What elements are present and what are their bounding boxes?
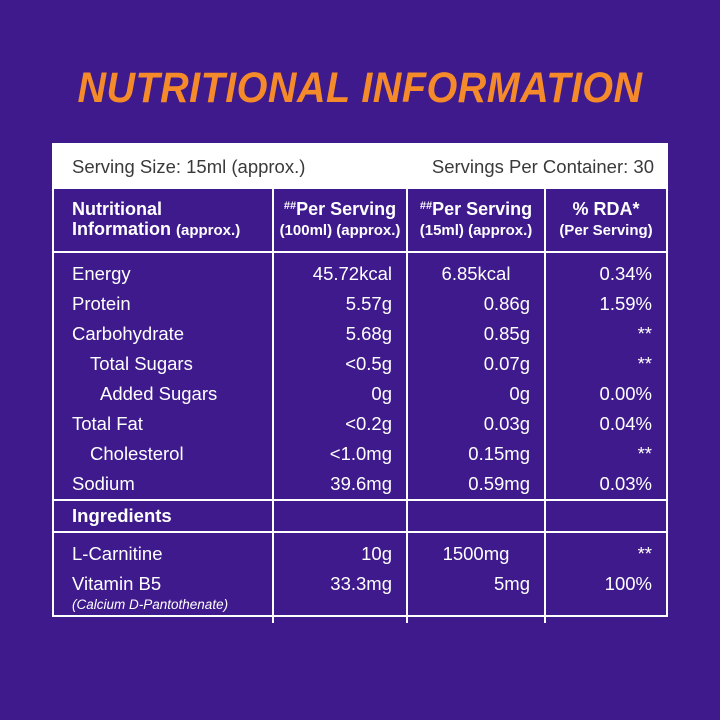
header-per-serving-100ml: ##Per Serving (100ml) (approx.) — [272, 189, 407, 253]
nutrition-table: Nutritional Information (approx.) ##Per … — [54, 189, 666, 623]
servings-per-container: Servings Per Container: 30 — [431, 156, 654, 177]
header-per-serving-15ml: ##Per Serving (15ml) (approx.) — [406, 189, 545, 253]
table-row: Total Fat <0.2g 0.03g 0.04% — [54, 409, 666, 439]
ingredients-label: Ingredients — [54, 499, 273, 533]
table-row: Sodium 39.6mg 0.59mg 0.03% — [54, 469, 666, 500]
table-row: Vitamin B5 (Calcium D-Pantothenate) 33.3… — [54, 569, 666, 623]
ingredient-subname: (Calcium D-Pantothenate) — [72, 597, 229, 612]
table-row: Total Sugars <0.5g 0.07g ** — [54, 349, 666, 379]
table-row: L-Carnitine 10g 1500mg ** — [54, 532, 666, 569]
table-row: Added Sugars 0g 0g 0.00% — [54, 379, 666, 409]
table-row: Carbohydrate 5.68g 0.85g ** — [54, 319, 666, 349]
table-row: Energy 45.72kcal 6.85kcal 0.34% — [54, 252, 666, 289]
page-title: NUTRITIONAL INFORMATION — [77, 64, 643, 112]
serving-size: Serving Size: 15ml (approx.) — [72, 156, 306, 177]
table-row: Cholesterol <1.0mg 0.15mg ** — [54, 439, 666, 469]
ingredients-header-row: Ingredients — [54, 499, 666, 533]
nutrition-panel: Serving Size: 15ml (approx.) Servings Pe… — [52, 143, 668, 623]
header-rda: % RDA* (Per Serving) — [544, 189, 666, 253]
table-row: Protein 5.57g 0.86g 1.59% — [54, 289, 666, 319]
table-header-row: Nutritional Information (approx.) ##Per … — [54, 189, 666, 253]
serving-bar: Serving Size: 15ml (approx.) Servings Pe… — [54, 145, 666, 189]
header-nutritional-information: Nutritional Information (approx.) — [54, 189, 273, 253]
